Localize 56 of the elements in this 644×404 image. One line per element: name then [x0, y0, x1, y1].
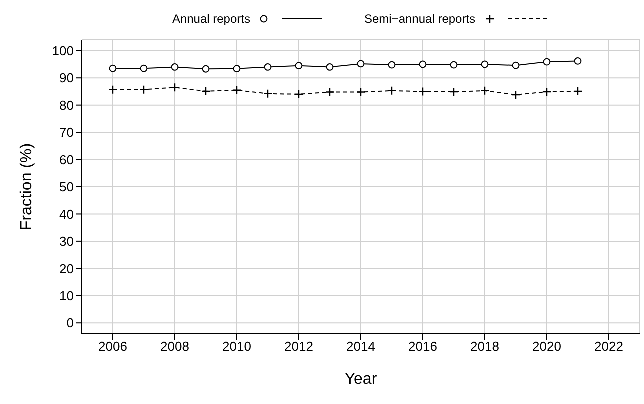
x-axis-title: Year [344, 371, 378, 388]
point [356, 88, 366, 97]
x-tick-label: 2016 [408, 339, 438, 354]
point [449, 87, 459, 97]
point [139, 85, 149, 94]
point [543, 58, 551, 66]
x-tick-label: 2012 [284, 339, 314, 354]
legend-label: Semi−annual reports [364, 12, 476, 26]
y-tick-label: 50 [60, 180, 74, 195]
point [574, 58, 582, 65]
y-tick-label: 20 [60, 261, 74, 276]
point [108, 85, 118, 94]
point [202, 65, 210, 73]
y-tick-label: 60 [60, 152, 74, 168]
point [140, 64, 148, 72]
x-tick-label: 2020 [532, 339, 562, 354]
point [295, 62, 303, 70]
y-tick-label: 80 [60, 98, 74, 113]
point [450, 61, 458, 69]
point [480, 86, 490, 96]
y-tick-label: 40 [60, 206, 74, 222]
y-tick-label: 10 [60, 288, 74, 304]
point [357, 60, 365, 68]
point [326, 64, 334, 71]
x-tick-label: 2018 [470, 339, 500, 354]
point [512, 62, 520, 70]
y-tick-label: 30 [60, 234, 74, 250]
point [542, 87, 552, 97]
legend-label: Annual reports [172, 12, 250, 26]
point [264, 64, 272, 71]
point [481, 60, 489, 68]
x-tick-label: 2006 [98, 339, 128, 354]
point [232, 86, 242, 95]
point [294, 90, 304, 100]
y-tick-label: 0 [66, 316, 74, 331]
point [511, 90, 521, 100]
point [419, 60, 427, 68]
point [418, 87, 428, 96]
point [387, 86, 397, 96]
point [388, 61, 396, 69]
x-tick-label: 2014 [346, 339, 376, 354]
point [171, 64, 179, 71]
y-tick-label: 100 [52, 44, 74, 59]
point [170, 83, 180, 92]
y-tick-label: 70 [60, 125, 74, 140]
point [263, 89, 273, 98]
point [325, 88, 335, 97]
x-tick-label: 2010 [222, 339, 252, 354]
x-tick-label: 2008 [160, 339, 190, 354]
y-tick-label: 90 [60, 70, 74, 86]
x-tick-label: 2022 [594, 339, 624, 354]
point [109, 64, 117, 72]
point [233, 65, 241, 73]
point [573, 86, 583, 96]
point [201, 86, 211, 96]
y-axis-title: Fraction (%) [18, 143, 36, 231]
